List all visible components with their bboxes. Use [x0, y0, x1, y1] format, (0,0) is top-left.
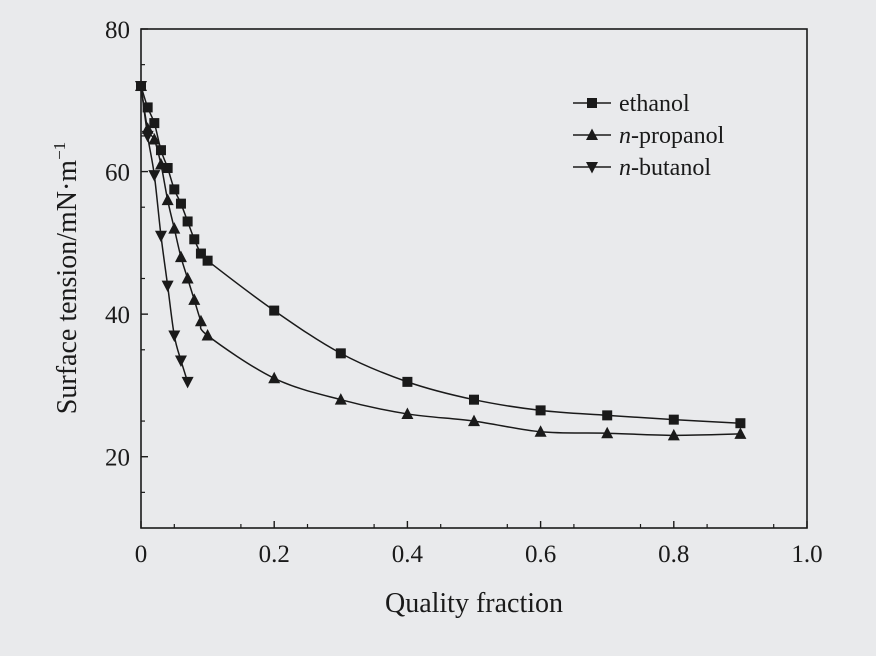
y-tick-label: 20: [105, 445, 130, 472]
data-point-n-propanol: [174, 250, 187, 263]
x-tick-label: 1.0: [791, 541, 822, 568]
y-tick-label: 40: [105, 302, 130, 329]
data-point-n-propanol: [201, 329, 214, 341]
legend-label-italic: n: [619, 123, 631, 149]
x-tick-label: 0.8: [658, 541, 689, 568]
data-point-ethanol: [735, 418, 746, 429]
x-axis-title: Quality fraction: [385, 588, 563, 619]
data-point-n-propanol: [181, 272, 194, 284]
data-point-n-butanol: [135, 81, 147, 93]
series-n-propanol: [135, 79, 747, 441]
data-point-ethanol: [155, 145, 166, 156]
legend-marker: [586, 128, 598, 140]
legend-label: n-propanol: [619, 123, 725, 149]
data-point-ethanol: [195, 248, 206, 259]
legend-item-n-butanol: n-butanol: [573, 155, 711, 181]
series-ethanol: [136, 81, 746, 429]
data-point-n-propanol: [188, 293, 201, 305]
data-point-n-propanol: [534, 425, 547, 437]
data-point-n-propanol: [168, 222, 181, 234]
data-point-n-butanol: [161, 280, 174, 293]
data-point-ethanol: [175, 198, 186, 209]
legend-marker: [586, 162, 598, 174]
x-tick-label: 0.6: [525, 541, 556, 568]
legend-label-text: ethanol: [619, 91, 690, 117]
y-axis-title: Surface tension/mN·m−1: [50, 142, 83, 414]
data-point-n-propanol: [667, 428, 680, 441]
data-point-n-butanol: [154, 230, 167, 243]
data-point-n-butanol: [168, 330, 181, 343]
legend-label: ethanol: [619, 91, 690, 117]
y-axis-title-main: Surface tension/mN·m: [52, 160, 83, 414]
data-point-n-propanol: [734, 427, 747, 439]
axis-ticks: 0 0.2 0.4 0.6 0.8 1.0 20 40 60 80: [105, 17, 823, 568]
data-point-ethanol: [402, 376, 413, 387]
y-tick-label: 60: [105, 160, 130, 187]
data-point-ethanol: [182, 216, 193, 227]
data-point-n-butanol: [141, 130, 154, 143]
x-tick-label: 0: [135, 541, 148, 568]
data-point-n-propanol: [148, 132, 161, 145]
plot-frame: [140, 28, 808, 529]
y-tick-label: 80: [105, 17, 130, 44]
legend-item-ethanol: ethanol: [573, 91, 690, 117]
legend-label-text: -butanol: [631, 155, 711, 181]
data-point-ethanol: [469, 394, 479, 405]
legend-label: n-butanol: [619, 155, 711, 181]
data-point-n-propanol: [401, 407, 414, 419]
data-point-n-propanol: [161, 193, 174, 206]
data-point-ethanol: [162, 163, 173, 174]
data-point-n-propanol: [334, 393, 347, 405]
data-point-n-propanol: [601, 426, 614, 439]
x-tick-label: 0.2: [259, 541, 290, 568]
data-point-n-propanol: [154, 157, 167, 170]
data-point-ethanol: [269, 305, 280, 316]
data-point-n-propanol: [194, 314, 207, 327]
data-point-n-butanol: [181, 376, 194, 389]
data-point-ethanol: [142, 102, 153, 113]
series-n-butanol: [135, 81, 194, 389]
data-point-n-butanol: [148, 170, 161, 182]
x-tick-label: 0.4: [392, 541, 424, 568]
data-point-ethanol: [169, 184, 180, 195]
data-point-n-propanol: [468, 414, 480, 427]
series-layer: [135, 79, 747, 441]
legend-label-text: -propanol: [631, 123, 725, 149]
data-point-ethanol: [668, 414, 679, 425]
data-point-ethanol: [149, 118, 160, 129]
data-point-ethanol: [335, 348, 346, 359]
data-point-ethanol: [189, 234, 200, 245]
legend-marker: [587, 98, 597, 108]
data-point-ethanol: [602, 410, 613, 421]
data-point-n-propanol: [268, 371, 281, 384]
y-axis-title-superscript: −1: [50, 142, 69, 160]
data-point-n-butanol: [174, 355, 187, 367]
data-point-ethanol: [535, 405, 546, 416]
data-point-n-propanol: [141, 122, 154, 134]
data-point-ethanol: [202, 255, 213, 266]
legend-item-n-propanol: n-propanol: [573, 123, 725, 149]
legend-label-italic: n: [619, 155, 631, 181]
